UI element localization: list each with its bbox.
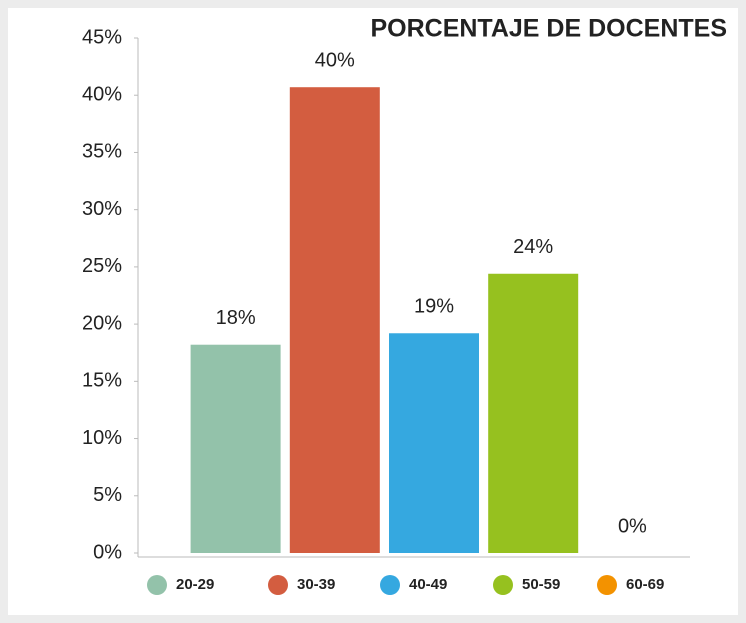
y-tick-label: 5% [93, 484, 122, 506]
bar [190, 344, 281, 553]
value-label: 18% [216, 307, 256, 329]
legend-swatch [493, 575, 513, 595]
value-label: 0% [618, 515, 647, 537]
y-tick-label: 20% [82, 312, 122, 334]
y-tick-label: 25% [82, 255, 122, 277]
bar [488, 273, 579, 553]
legend-label: 30-39 [297, 576, 335, 593]
y-tick-label: 10% [82, 427, 122, 449]
legend-label: 40-49 [409, 576, 447, 593]
legend-label: 20-29 [176, 576, 214, 593]
y-tick-label: 0% [93, 541, 122, 563]
y-tick-label: 40% [82, 84, 122, 106]
chart-title: PORCENTAJE DE DOCENTES [370, 15, 727, 43]
value-label: 24% [513, 236, 553, 258]
y-tick-label: 45% [82, 26, 122, 48]
bar [389, 333, 479, 553]
value-label: 19% [414, 296, 454, 318]
legend-swatch [597, 575, 617, 595]
bar [289, 87, 380, 553]
legend-swatch [268, 575, 288, 595]
y-tick-label: 15% [82, 370, 122, 392]
legend-swatch [380, 575, 400, 595]
y-tick-label: 30% [82, 198, 122, 220]
y-tick-label: 35% [82, 141, 122, 163]
legend-swatch [147, 575, 167, 595]
legend-label: 60-69 [626, 576, 664, 593]
value-label: 40% [315, 49, 355, 71]
legend-label: 50-59 [522, 576, 560, 593]
